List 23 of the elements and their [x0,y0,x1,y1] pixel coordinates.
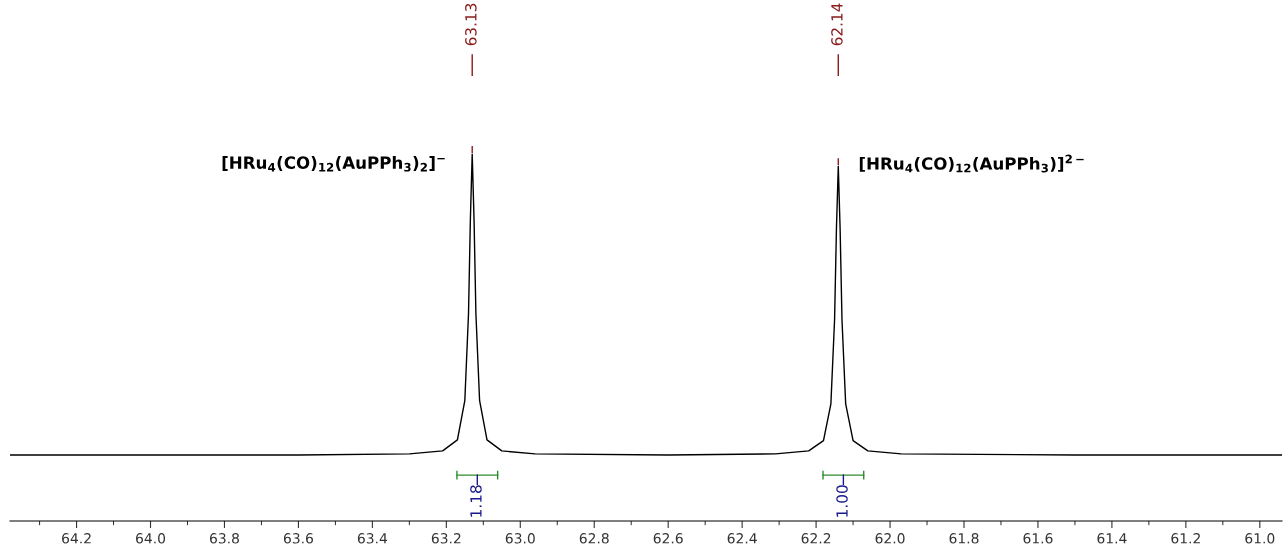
text: 62.14 [831,3,843,46]
x-tick-label: 62.2 [801,533,831,544]
x-tick-label: 63.8 [209,533,239,544]
x-tick-label: 62.6 [653,533,683,544]
x-tick-label: 61.2 [1171,533,1200,544]
x-tick-label: 64.0 [136,533,166,544]
x-tick-label: 64.2 [62,533,91,544]
annotation: 1.00 [836,485,848,517]
x-tick-label: 62.8 [579,533,609,544]
x-tick-label: 63.2 [431,533,461,544]
x-tick-label: 63.6 [283,533,314,544]
x-tick-label: 62.4 [727,533,757,544]
x-tick-label: 63.0 [505,533,535,544]
x-tick-label: 61.0 [1245,533,1275,544]
x-tick-label: 61.8 [949,533,979,544]
text: [HRu$_{4}$(CO)$_{12}$(AuPPh$_{3}$)$_{2}$]$^{−}$ [222,156,445,172]
x-tick-label: 62.0 [875,533,905,544]
x-tick-label: 61.6 [1023,533,1053,544]
annotation: 1.18 [470,485,482,517]
x-tick-label: 61.4 [1097,533,1127,544]
text: 63.13 [465,3,477,46]
x-tick-label: 63.4 [357,533,388,544]
annotation: [HRu$_{4}$(CO)$_{12}$(AuPPh$_{3}$)]$^{2−}$ [859,154,1084,173]
